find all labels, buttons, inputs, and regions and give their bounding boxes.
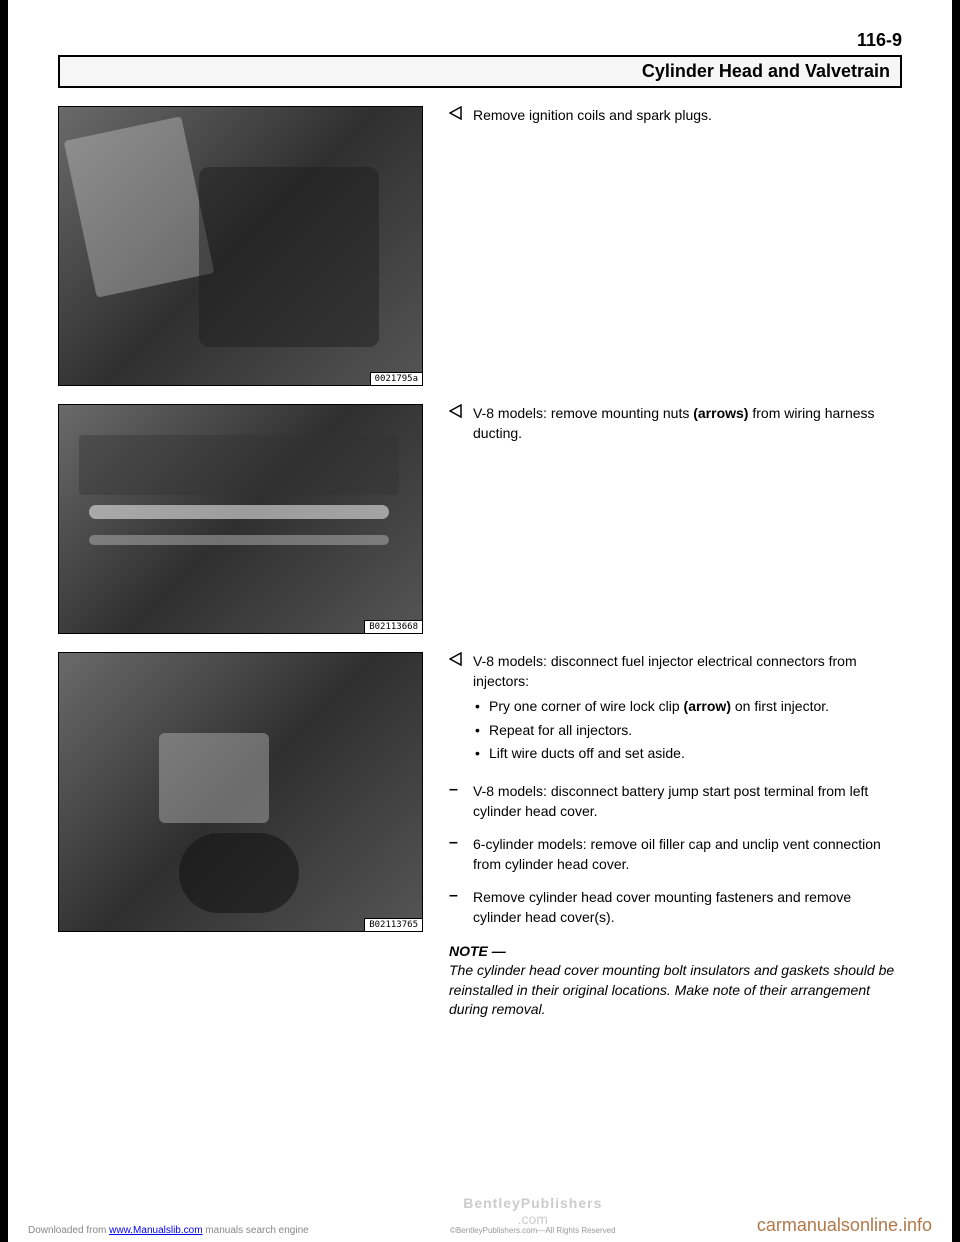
step-2: V-8 models: remove mounting nuts (arrows… [449, 404, 902, 443]
footer-center: BentleyPublishers .com ©BentleyPublisher… [450, 1196, 616, 1236]
step-1: Remove ignition coils and spark plugs. [449, 106, 902, 126]
step-6: – Remove cylinder head cover mounting fa… [449, 888, 902, 927]
step-4-text: V-8 models: disconnect battery jump star… [473, 782, 902, 821]
row-2: B02113668 V-8 models: remove mounting nu… [58, 404, 902, 634]
row-3: B02113765 V-8 models: disconnect fuel in… [58, 652, 902, 1020]
step-3-bullets: Pry one corner of wire lock clip (arrow)… [473, 697, 902, 764]
row-1: 0021795a Remove ignition coils and spark… [58, 106, 902, 386]
step-4: – V-8 models: disconnect battery jump st… [449, 782, 902, 821]
text-col-1: Remove ignition coils and spark plugs. [449, 106, 902, 140]
manualslib-link[interactable]: www.Manualslib.com [109, 1225, 202, 1236]
dash-icon: – [449, 782, 463, 821]
step-3-intro: V-8 models: disconnect fuel injector ele… [473, 652, 902, 691]
triangle-left-icon [449, 652, 463, 768]
figure-3-id: B02113765 [364, 918, 422, 931]
note-block: NOTE — The cylinder head cover mounting … [449, 942, 902, 1020]
list-item: Repeat for all injectors. [473, 721, 902, 741]
figure-3: B02113765 [58, 652, 423, 932]
list-item: Pry one corner of wire lock clip (arrow)… [473, 697, 902, 717]
dash-icon: – [449, 835, 463, 874]
section-title: Cylinder Head and Valvetrain [642, 61, 890, 81]
figure-1-id: 0021795a [370, 372, 422, 385]
step-5: – 6-cylinder models: remove oil filler c… [449, 835, 902, 874]
figure-2: B02113668 [58, 404, 423, 634]
page-number-wrap: 116-9 [58, 30, 902, 51]
copyright-text: ©BentleyPublishers.com—All Rights Reserv… [450, 1227, 616, 1236]
dash-icon: – [449, 888, 463, 927]
triangle-left-icon [449, 106, 463, 126]
publisher-dotcom: .com [450, 1212, 616, 1227]
footer-right: carmanualsonline.info [757, 1215, 932, 1236]
text-col-2: V-8 models: remove mounting nuts (arrows… [449, 404, 902, 457]
figure-1: 0021795a [58, 106, 423, 386]
list-item: Lift wire ducts off and set aside. [473, 744, 902, 764]
step-1-text: Remove ignition coils and spark plugs. [473, 106, 902, 126]
step-2-text: V-8 models: remove mounting nuts (arrows… [473, 404, 902, 443]
note-text: The cylinder head cover mounting bolt in… [449, 961, 902, 1020]
text-col-3: V-8 models: disconnect fuel injector ele… [449, 652, 902, 1020]
footer-left: Downloaded from www.Manualslib.com manua… [28, 1225, 309, 1236]
step-3-body: V-8 models: disconnect fuel injector ele… [473, 652, 902, 768]
page-footer: Downloaded from www.Manualslib.com manua… [8, 1196, 952, 1236]
page-body: 116-9 Cylinder Head and Valvetrain 00217… [8, 0, 952, 1242]
page-number: 116-9 [857, 30, 902, 50]
note-label: NOTE — [449, 942, 902, 962]
triangle-left-icon [449, 404, 463, 443]
figure-2-id: B02113668 [364, 620, 422, 633]
publisher-name: BentleyPublishers [450, 1196, 616, 1211]
step-3: V-8 models: disconnect fuel injector ele… [449, 652, 902, 768]
section-title-bar: Cylinder Head and Valvetrain [58, 55, 902, 88]
step-6-text: Remove cylinder head cover mounting fast… [473, 888, 902, 927]
step-5-text: 6-cylinder models: remove oil filler cap… [473, 835, 902, 874]
